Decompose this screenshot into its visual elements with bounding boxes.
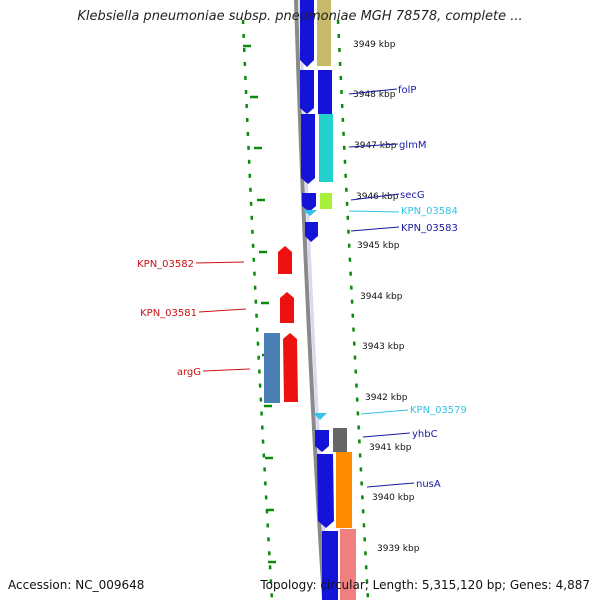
tick-label: 3944 kbp	[360, 292, 403, 302]
gene-label-kpn03581[interactable]: KPN_03581	[140, 308, 197, 319]
gene-block-argg	[283, 333, 298, 402]
scale-dashes	[243, 44, 276, 564]
gene-block-yhbc	[315, 430, 329, 452]
gene-blocks	[264, 0, 356, 600]
gene-labels: folP glmM secG KPN_03584 KPN_03583 KPN_0…	[137, 85, 467, 490]
tick-label: 3943 kbp	[362, 342, 405, 352]
gene-label-kpn03584[interactable]: KPN_03584	[401, 206, 458, 217]
gene-block-folp	[300, 70, 314, 114]
gene-label-secg[interactable]: secG	[400, 190, 425, 201]
gene-block-kpn03582	[278, 246, 292, 274]
tick-label: 3942 kbp	[365, 393, 408, 403]
tick-label: 3948 kbp	[353, 90, 396, 100]
tick-label: 3949 kbp	[353, 40, 396, 50]
gene-label-yhbc[interactable]: yhbC	[412, 429, 438, 440]
gene-label-lines	[195, 88, 415, 488]
outer-left-dotted-ring	[241, 19, 274, 600]
tick-labels: 3949 kbp 3948 kbp 3947 kbp 3946 kbp 3945…	[353, 40, 420, 554]
gene-block-glmm	[301, 114, 315, 184]
gene-block-top	[300, 0, 314, 67]
map-title: Klebsiella pneumoniae subsp. pneumoniae …	[77, 9, 523, 24]
tick-label: 3940 kbp	[372, 493, 415, 503]
tick-label: 3945 kbp	[357, 241, 400, 251]
genome-stats-label: Topology: circular; Length: 5,315,120 bp…	[260, 578, 590, 592]
tick-label: 3939 kbp	[377, 544, 420, 554]
gene-block-kpn03581	[280, 292, 294, 323]
gene-block-kpn03579	[313, 413, 327, 420]
gene-label-argg[interactable]: argG	[177, 367, 201, 378]
tick-label: 3941 kbp	[369, 443, 412, 453]
gene-label-glmm[interactable]: glmM	[399, 140, 427, 151]
gene-block-steelblue	[264, 333, 280, 403]
gene-label-kpn03582[interactable]: KPN_03582	[137, 259, 194, 270]
gene-label-kpn03579[interactable]: KPN_03579	[410, 405, 467, 416]
accession-label: Accession: NC_009648	[8, 578, 145, 592]
gene-block-olive	[317, 0, 331, 66]
gene-block-nusa	[317, 454, 334, 528]
tick-label: 3947 kbp	[354, 141, 397, 151]
gene-block-kpn03584	[303, 210, 317, 216]
gene-label-nusa[interactable]: nusA	[416, 479, 441, 490]
gene-label-folp[interactable]: folP	[398, 85, 416, 96]
gene-block-secg	[302, 193, 316, 212]
gene-label-kpn03583[interactable]: KPN_03583	[401, 223, 458, 234]
gene-block-kpn03583	[305, 222, 318, 242]
